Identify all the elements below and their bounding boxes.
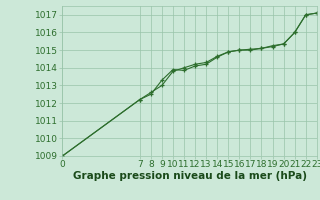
- X-axis label: Graphe pression niveau de la mer (hPa): Graphe pression niveau de la mer (hPa): [73, 171, 307, 181]
